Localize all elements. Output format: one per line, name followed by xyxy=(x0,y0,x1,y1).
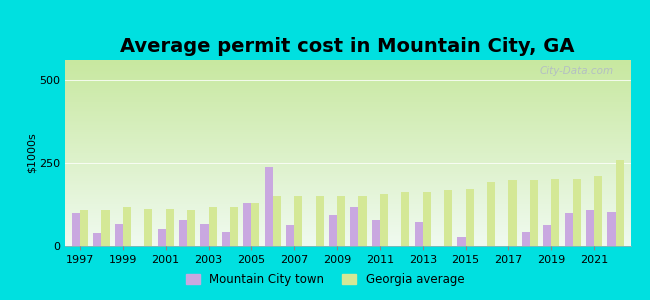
Bar xyxy=(329,215,337,246)
Bar xyxy=(337,196,345,246)
Bar xyxy=(144,209,152,246)
Bar xyxy=(422,192,431,246)
Y-axis label: $1000s: $1000s xyxy=(26,133,36,173)
Bar xyxy=(200,224,209,246)
Bar xyxy=(252,203,259,246)
Bar xyxy=(286,225,294,246)
Bar xyxy=(80,210,88,246)
Bar xyxy=(72,213,80,246)
Bar xyxy=(508,180,517,246)
Bar xyxy=(401,192,410,246)
Bar xyxy=(123,207,131,246)
Bar xyxy=(358,196,367,246)
Bar xyxy=(273,196,281,246)
Bar xyxy=(594,176,602,246)
Bar xyxy=(187,210,195,246)
Bar xyxy=(114,224,123,246)
Bar xyxy=(530,180,538,246)
Bar xyxy=(265,167,273,246)
Bar xyxy=(564,214,573,246)
Bar xyxy=(294,196,302,246)
Bar xyxy=(616,160,623,246)
Bar xyxy=(573,179,581,246)
Bar xyxy=(465,189,474,246)
Bar xyxy=(551,179,560,246)
Bar xyxy=(543,225,551,246)
Bar xyxy=(166,209,174,246)
Bar xyxy=(415,222,422,246)
Bar xyxy=(157,229,166,246)
Text: City-Data.com: City-Data.com xyxy=(540,66,614,76)
Bar xyxy=(487,182,495,246)
Bar xyxy=(607,212,616,246)
Bar xyxy=(101,210,110,246)
Title: Average permit cost in Mountain City, GA: Average permit cost in Mountain City, GA xyxy=(120,37,575,56)
Bar xyxy=(444,190,452,246)
Bar xyxy=(522,232,530,246)
Bar xyxy=(316,196,324,246)
Bar xyxy=(350,207,358,246)
Bar xyxy=(380,194,388,246)
Bar xyxy=(243,203,252,246)
Bar xyxy=(94,233,101,246)
Bar xyxy=(209,207,216,246)
Bar xyxy=(458,237,465,246)
Bar xyxy=(230,207,238,246)
Bar xyxy=(372,220,380,246)
Bar xyxy=(179,220,187,246)
Bar xyxy=(586,210,594,246)
Legend: Mountain City town, Georgia average: Mountain City town, Georgia average xyxy=(181,269,469,291)
Bar xyxy=(222,232,230,246)
